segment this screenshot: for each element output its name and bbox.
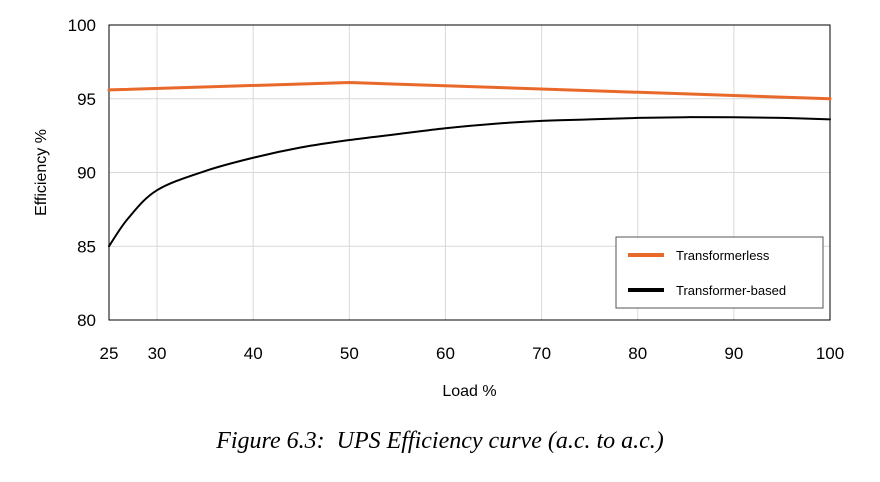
- x-tick-label: 70: [532, 344, 551, 363]
- x-tick-label: 90: [724, 344, 743, 363]
- figure-caption: Figure 6.3: UPS Efficiency curve (a.c. t…: [216, 428, 664, 454]
- y-tick-label: 95: [77, 90, 96, 109]
- series-layer: [107, 81, 832, 248]
- y-tick-label: 85: [77, 237, 96, 256]
- plot-area-border: [108, 24, 831, 321]
- x-tick-labels: 25 30 40 50 60 70 80 90 100: [100, 344, 845, 363]
- y-tick-labels: 80 85 90 95 100: [68, 16, 96, 330]
- x-tick-label: 40: [244, 344, 263, 363]
- series-line-transformerless: [107, 81, 832, 101]
- y-tick-label: 100: [68, 16, 96, 35]
- legend-label-transformer-based: Transformer-based: [676, 283, 786, 298]
- legend-box: [615, 236, 824, 309]
- x-tick-label: 30: [148, 344, 167, 363]
- legend: Transformerless Transformer-based: [615, 236, 824, 309]
- efficiency-chart: 25 30 40 50 60 70 80 90 100 80 85 90 95 100 Load % E…: [33, 16, 845, 400]
- x-tick-label: 60: [436, 344, 455, 363]
- x-axis-title: Load %: [442, 383, 496, 400]
- x-tick-label: 100: [816, 344, 844, 363]
- legend-label-transformerless: Transformerless: [676, 248, 770, 263]
- y-axis-title: Efficiency %: [33, 129, 50, 216]
- x-tick-label: 80: [628, 344, 647, 363]
- x-tick-label: 25: [100, 344, 119, 363]
- y-tick-label: 80: [77, 311, 96, 330]
- y-tick-label: 90: [77, 164, 96, 183]
- x-tick-label: 50: [340, 344, 359, 363]
- series-line-transformer-based: [108, 116, 831, 248]
